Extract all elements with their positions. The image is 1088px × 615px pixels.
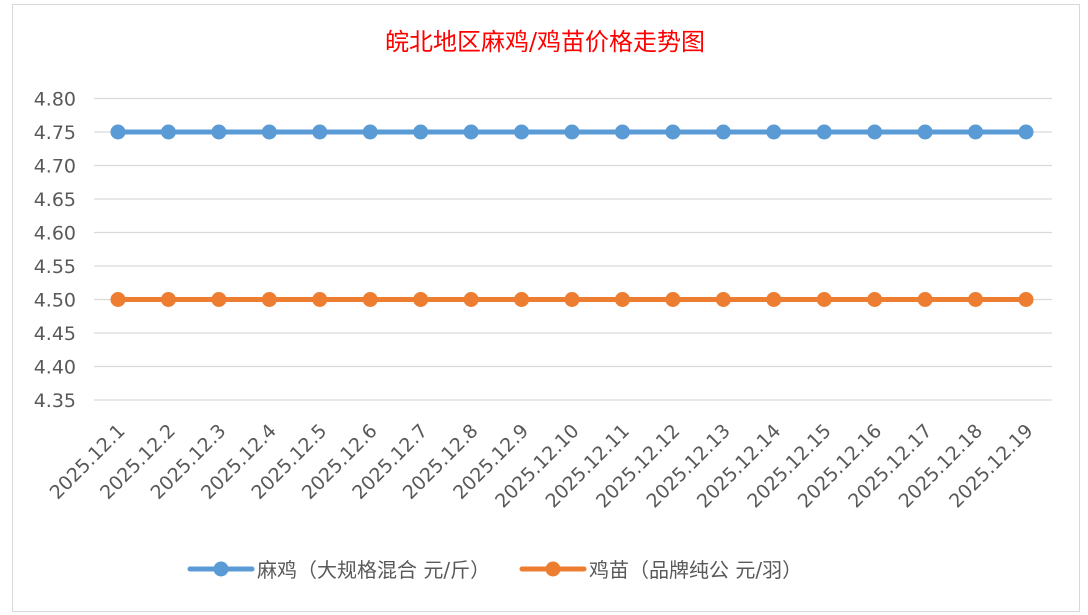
y-tick-label: 4.75 [34,122,76,144]
data-point [110,292,126,307]
y-tick-label: 4.35 [34,390,76,412]
data-point [665,124,681,140]
data-point [1018,292,1034,307]
chart-title: 皖北地区麻鸡/鸡苗价格走势图 [385,28,705,56]
data-point [766,292,782,307]
data-point [614,292,630,307]
data-point [715,292,731,307]
y-tick-label: 4.40 [34,357,76,379]
data-point [867,292,883,307]
data-point [1018,124,1034,140]
data-point [867,124,883,140]
data-point [362,292,378,307]
data-point [110,124,126,140]
y-tick-label: 4.65 [34,189,76,211]
data-point [261,124,277,140]
data-point [312,124,328,140]
data-point [766,124,782,140]
legend-label-1: 鸡苗（品牌纯公 元/羽） [589,558,802,582]
data-point [211,292,227,307]
chart-frame [12,4,1080,612]
data-point [362,124,378,140]
data-point [211,124,227,140]
data-point [160,292,176,307]
data-point [413,292,429,307]
data-point [816,292,832,307]
y-tick-label: 4.70 [34,156,76,178]
data-point [514,292,530,307]
data-point [816,124,832,140]
data-point [312,292,328,307]
data-point [917,292,933,307]
data-point [463,292,479,307]
legend-marker-0 [213,561,229,577]
data-point [514,124,530,140]
data-point [564,292,580,307]
y-tick-label: 4.50 [34,290,76,312]
data-point [968,124,984,140]
data-point [968,292,984,307]
y-tick-label: 4.55 [34,256,76,278]
y-tick-label: 4.80 [34,89,76,111]
data-point [564,124,580,140]
data-point [917,124,933,140]
data-point [463,124,479,140]
data-point [160,124,176,140]
y-tick-label: 4.60 [34,223,76,245]
data-point [715,124,731,140]
legend-marker-1 [545,561,561,577]
legend-label-0: 麻鸡（大规格混合 元/斤） [257,558,490,582]
data-point [261,292,277,307]
y-tick-label: 4.45 [34,323,76,345]
data-point [665,292,681,307]
data-point [413,124,429,140]
data-point [614,124,630,140]
